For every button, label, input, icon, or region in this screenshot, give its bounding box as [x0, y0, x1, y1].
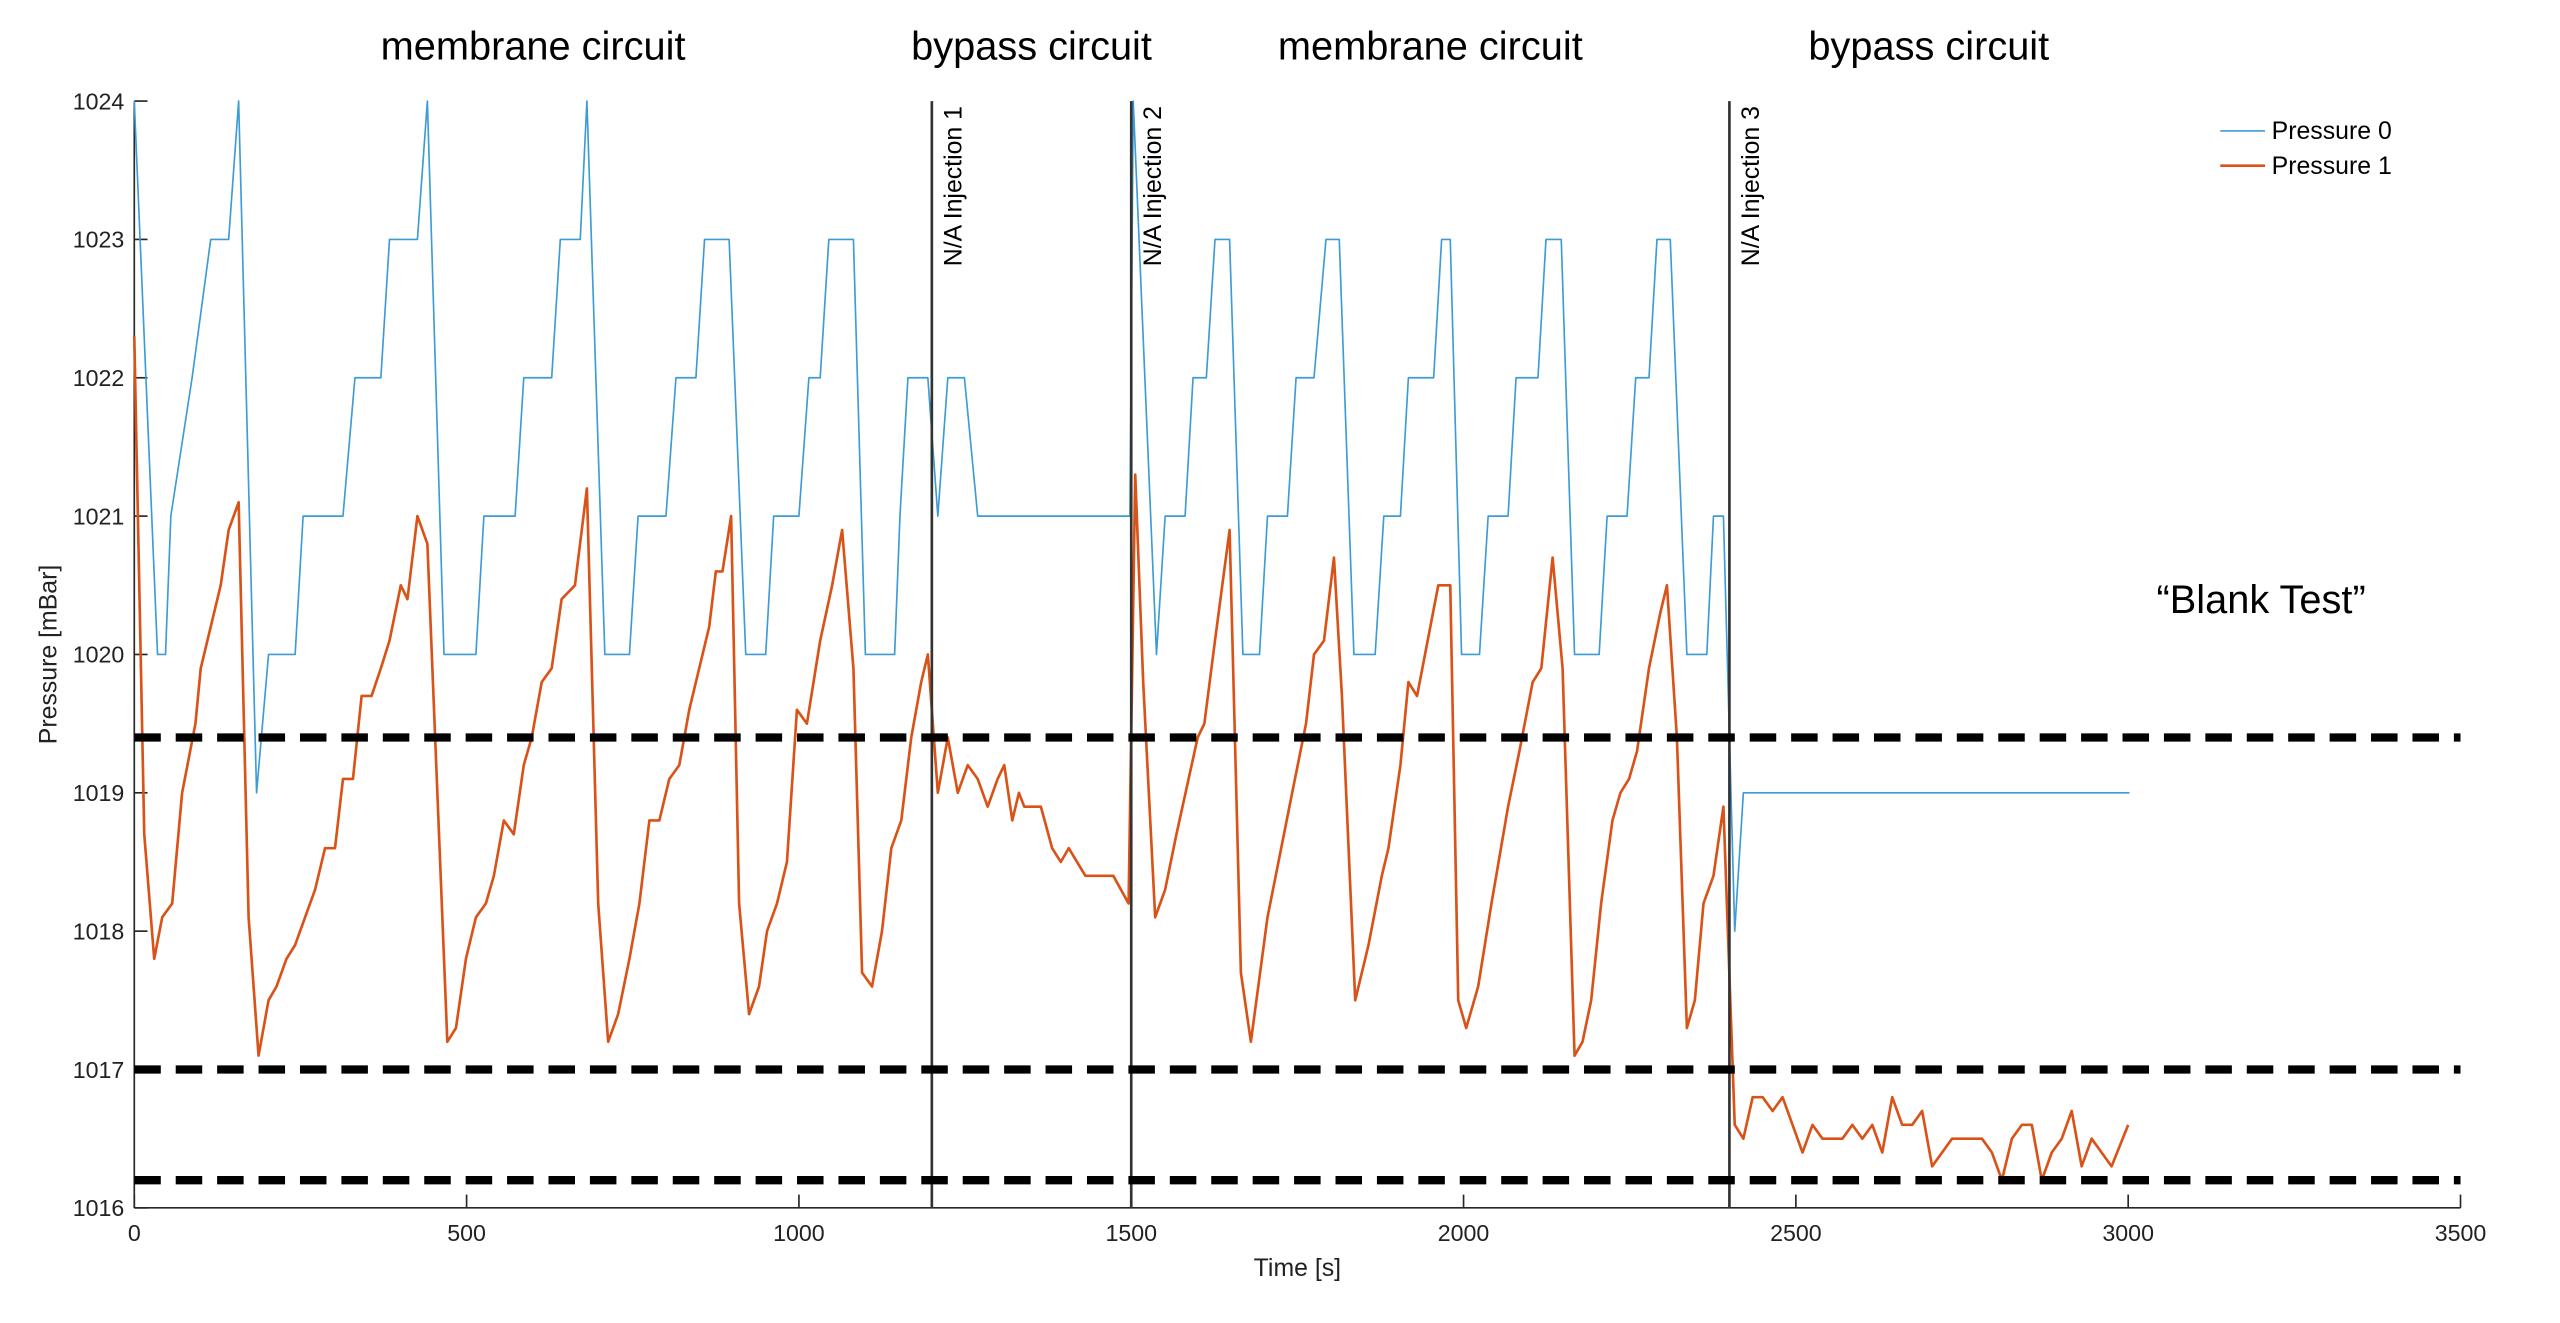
vertical-line-label: N/A Injection 3 — [1738, 106, 1765, 266]
series-line — [132, 336, 2130, 1182]
y-tick-label: 1018 — [73, 918, 125, 944]
x-tick-label: 3500 — [2435, 1220, 2487, 1246]
y-tick-label: 1019 — [73, 780, 125, 806]
legend-label: Pressure 0 — [2272, 118, 2392, 145]
x-tick-label: 1000 — [773, 1220, 825, 1246]
region-label: bypass circuit — [911, 25, 1152, 69]
region-label: membrane circuit — [381, 25, 686, 69]
annotation: “Blank Test” — [2157, 578, 2366, 622]
x-tick-label: 3000 — [2102, 1220, 2154, 1246]
x-tick-label: 1500 — [1105, 1220, 1157, 1246]
y-tick-label: 1024 — [73, 88, 125, 114]
x-axis-label: Time [s] — [1254, 1255, 1341, 1282]
x-tick-label: 500 — [447, 1220, 486, 1246]
x-tick-label: 2000 — [1438, 1220, 1490, 1246]
y-axis-label: Pressure [mBar] — [35, 565, 62, 744]
y-tick-label: 1017 — [73, 1057, 125, 1083]
vertical-line-label: N/A Injection 1 — [941, 106, 968, 266]
y-tick-label: 1016 — [73, 1195, 125, 1221]
y-tick-label: 1022 — [73, 365, 125, 391]
legend-label: Pressure 1 — [2272, 153, 2392, 180]
series-line — [133, 100, 2130, 932]
x-tick-label: 0 — [128, 1220, 141, 1246]
y-tick-label: 1021 — [73, 503, 125, 529]
region-label: membrane circuit — [1278, 25, 1583, 69]
y-tick-label: 1023 — [73, 227, 125, 253]
vertical-line-label: N/A Injection 2 — [1140, 106, 1167, 266]
x-tick-label: 2500 — [1770, 1220, 1822, 1246]
y-tick-label: 1020 — [73, 642, 125, 668]
region-label: bypass circuit — [1808, 25, 2049, 69]
